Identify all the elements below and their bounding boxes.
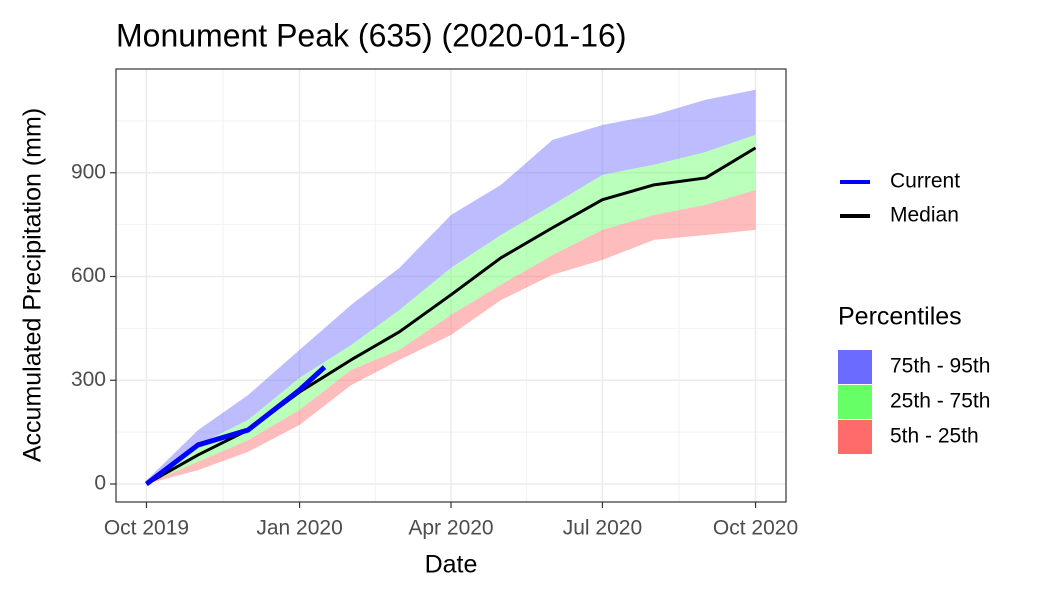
x-tick-label: Oct 2020 (713, 517, 798, 540)
legend-label: 75th - 95th (890, 355, 990, 378)
legend-title: Percentiles (838, 303, 962, 331)
y-tick-label: 900 (71, 160, 106, 183)
y-tick-label: 300 (71, 368, 106, 391)
legend-label: Median (890, 204, 959, 227)
chart-title: Monument Peak (635) (2020-01-16) (116, 17, 627, 53)
legend-label: Current (890, 170, 960, 193)
x-axis-title: Date (425, 551, 478, 579)
x-tick-label: Oct 2019 (104, 517, 189, 540)
series-line (144, 365, 327, 487)
x-tick-label: Jan 2020 (256, 517, 342, 540)
panel-border (115, 68, 787, 503)
percentile-band (146, 134, 756, 485)
y-tick-label: 0 (94, 472, 106, 495)
x-tick-label: Apr 2020 (408, 517, 493, 540)
legend-swatch (838, 420, 872, 454)
legend-label: 25th - 75th (890, 390, 990, 413)
legend-swatch (838, 385, 872, 419)
y-tick-label: 600 (71, 264, 106, 287)
x-tick-label: Jul 2020 (563, 517, 642, 540)
legend-swatch (838, 350, 872, 384)
percentile-band (146, 190, 756, 485)
y-axis-title: Accumulated Precipitation (mm) (19, 108, 47, 462)
legend-label: 5th - 25th (890, 425, 979, 448)
percentile-band (146, 89, 756, 483)
